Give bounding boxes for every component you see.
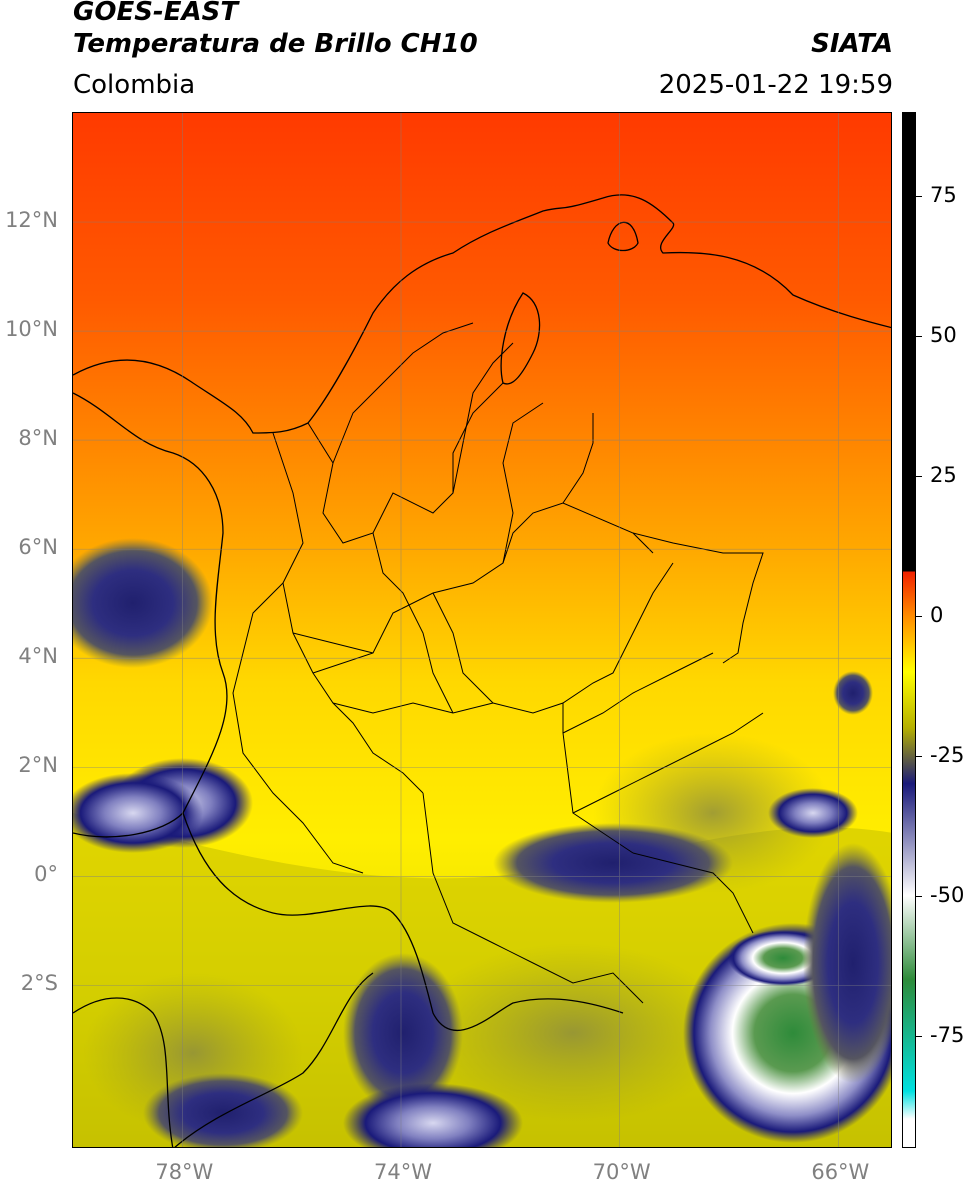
colorbar-tick-label: 50 — [930, 323, 957, 347]
cloud-cluster-south — [143, 1073, 303, 1147]
colorbar-tick-mark — [916, 616, 922, 617]
colorbar-tick-mark — [916, 336, 922, 337]
cloud-cluster-south — [343, 1083, 523, 1147]
latitude-label: 8°N — [18, 426, 58, 451]
longitude-label: 66°W — [811, 1160, 870, 1184]
graticule — [73, 113, 891, 1147]
latitude-label: 4°N — [18, 644, 58, 669]
latitude-label: 12°N — [5, 208, 58, 233]
cloud-cluster-west — [73, 538, 213, 668]
colorbar-tick-mark — [916, 756, 922, 757]
product-title: Temperatura de Brillo CH10 — [73, 29, 478, 59]
department-boundaries — [232, 322, 764, 1004]
timestamp-label: 2025-01-22 19:59 — [658, 70, 893, 100]
colorbar-tick-mark — [916, 476, 922, 477]
cloud-cluster-east — [833, 671, 873, 715]
colorbar-tick-label: -25 — [930, 743, 965, 767]
colorbar-tick-mark — [916, 896, 922, 897]
agency-label: SIATA — [811, 29, 893, 59]
latitude-label: 0° — [34, 862, 58, 887]
colorbar-tick-label: 0 — [930, 603, 944, 627]
map-canvas — [73, 113, 891, 1147]
longitude-label: 78°W — [155, 1160, 214, 1184]
region-label: Colombia — [73, 70, 196, 100]
colorbar-tick-mark — [916, 1036, 922, 1037]
cloud-cluster-south — [343, 953, 463, 1113]
longitude-label: 70°W — [592, 1160, 651, 1184]
cloud-band-amazon — [493, 823, 733, 903]
latitude-label: 6°N — [18, 535, 58, 560]
cloud-cluster-pacific — [73, 773, 203, 853]
longitude-label: 74°W — [374, 1160, 432, 1184]
cloud-cluster-east — [803, 843, 891, 1083]
satellite-title: GOES-EAST — [73, 0, 239, 27]
colorbar-tick-label: -75 — [930, 1023, 965, 1047]
haze-patch — [413, 943, 733, 1123]
colorbar-tick-mark — [916, 196, 922, 197]
latitude-label: 2°S — [20, 971, 58, 996]
colorbar-tick-label: 25 — [930, 463, 957, 487]
colorbar-tick-label: 75 — [930, 183, 957, 207]
cloud-cluster-east — [768, 788, 858, 838]
latitude-label: 10°N — [5, 317, 58, 342]
colorbar — [902, 112, 916, 1148]
latitude-label: 2°N — [18, 753, 58, 778]
colorbar-tick-label: -50 — [930, 883, 965, 907]
satellite-map — [72, 112, 892, 1148]
coastlines — [73, 194, 891, 1147]
